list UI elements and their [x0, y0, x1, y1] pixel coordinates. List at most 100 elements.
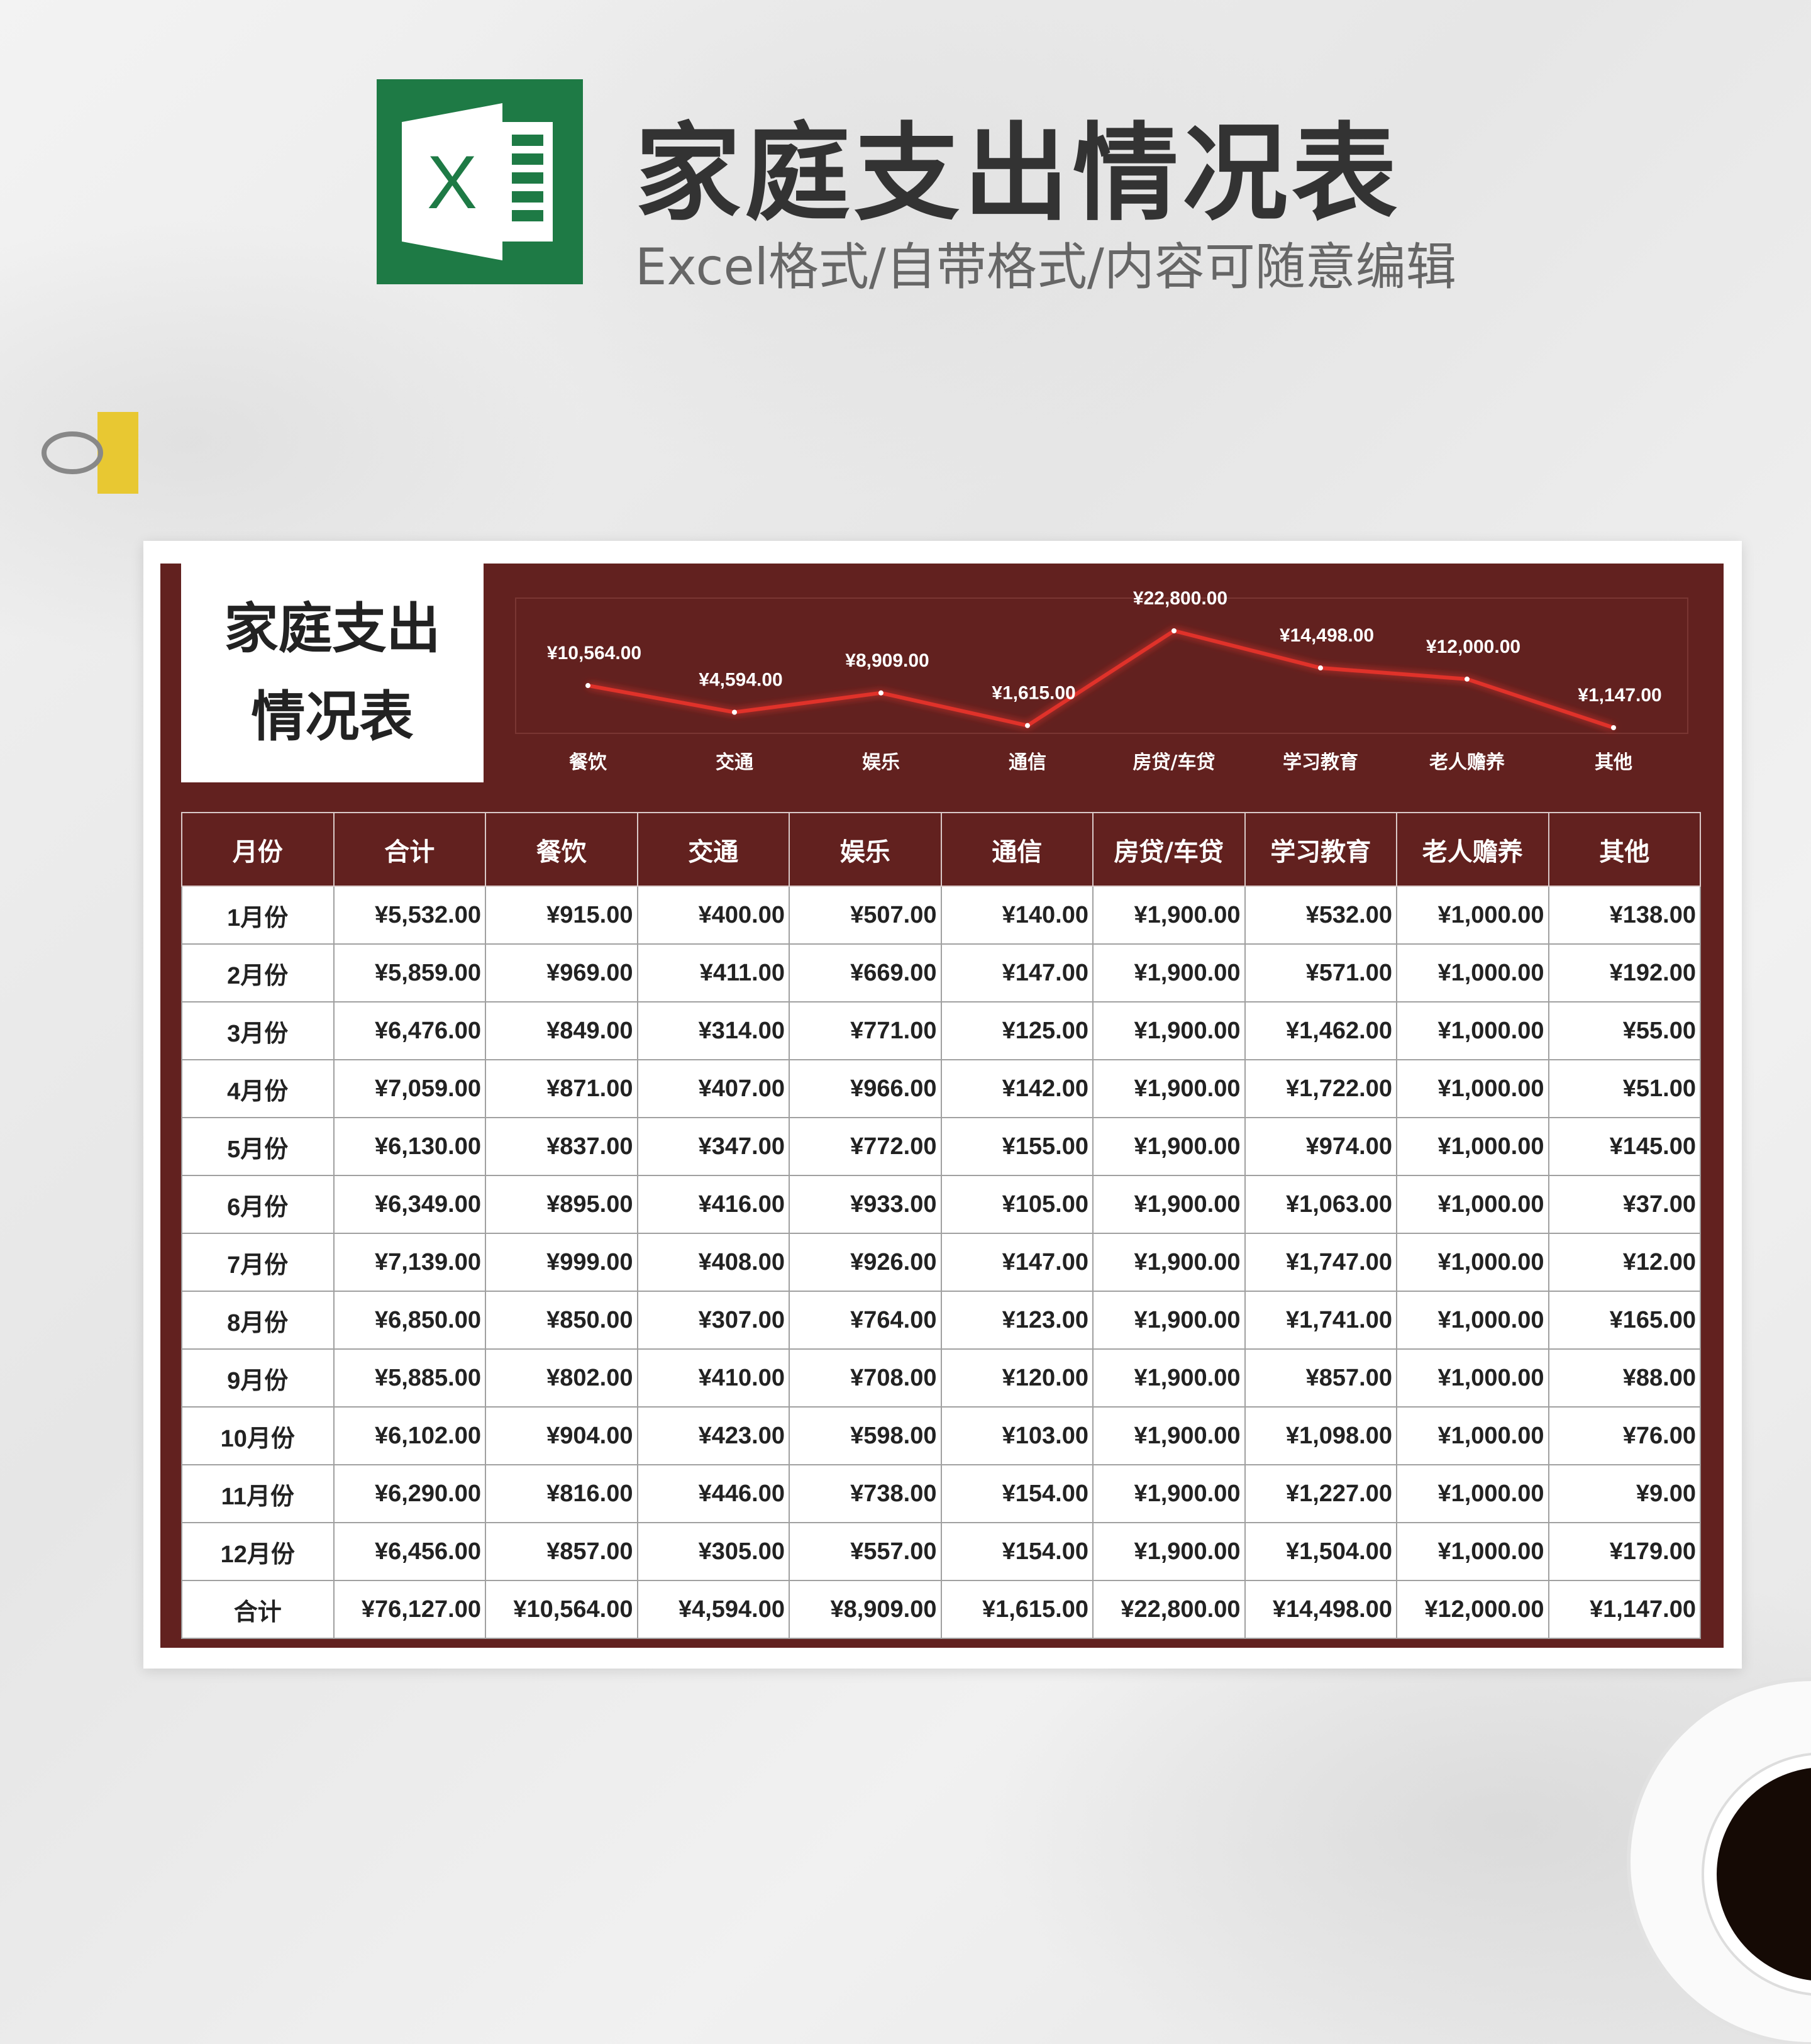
amount-cell[interactable]: ¥802.00 [485, 1348, 638, 1408]
amount-cell[interactable]: ¥1,900.00 [1092, 1522, 1246, 1581]
amount-cell[interactable]: ¥904.00 [485, 1406, 638, 1465]
amount-cell[interactable]: ¥1,000.00 [1396, 1001, 1549, 1060]
amount-cell[interactable]: ¥76.00 [1548, 1406, 1701, 1465]
column-header[interactable]: 学习教育 [1244, 812, 1397, 887]
amount-cell[interactable]: ¥966.00 [789, 1059, 942, 1118]
amount-cell[interactable]: ¥850.00 [485, 1291, 638, 1350]
amount-cell[interactable]: ¥76,127.00 [333, 1580, 486, 1639]
amount-cell[interactable]: ¥154.00 [940, 1522, 1094, 1581]
amount-cell[interactable]: ¥400.00 [636, 886, 790, 945]
amount-cell[interactable]: ¥926.00 [789, 1233, 942, 1292]
amount-cell[interactable]: ¥999.00 [485, 1233, 638, 1292]
amount-cell[interactable]: ¥10,564.00 [485, 1580, 638, 1639]
amount-cell[interactable]: ¥5,859.00 [333, 943, 486, 1003]
amount-cell[interactable]: ¥5,885.00 [333, 1348, 486, 1408]
amount-cell[interactable]: ¥915.00 [485, 886, 638, 945]
amount-cell[interactable]: ¥974.00 [1244, 1117, 1397, 1176]
amount-cell[interactable]: ¥88.00 [1548, 1348, 1701, 1408]
amount-cell[interactable]: ¥708.00 [789, 1348, 942, 1408]
amount-cell[interactable]: ¥849.00 [485, 1001, 638, 1060]
amount-cell[interactable]: ¥105.00 [940, 1175, 1094, 1234]
column-header[interactable]: 餐饮 [485, 812, 638, 887]
amount-cell[interactable]: ¥305.00 [636, 1522, 790, 1581]
amount-cell[interactable]: ¥12.00 [1548, 1233, 1701, 1292]
amount-cell[interactable]: ¥55.00 [1548, 1001, 1701, 1060]
amount-cell[interactable]: ¥557.00 [789, 1522, 942, 1581]
amount-cell[interactable]: ¥411.00 [636, 943, 790, 1003]
amount-cell[interactable]: ¥408.00 [636, 1233, 790, 1292]
column-header[interactable]: 月份 [181, 812, 335, 887]
amount-cell[interactable]: ¥446.00 [636, 1464, 790, 1523]
amount-cell[interactable]: ¥51.00 [1548, 1059, 1701, 1118]
month-cell[interactable]: 6月份 [181, 1175, 335, 1234]
amount-cell[interactable]: ¥423.00 [636, 1406, 790, 1465]
amount-cell[interactable]: ¥1,900.00 [1092, 1175, 1246, 1234]
amount-cell[interactable]: ¥314.00 [636, 1001, 790, 1060]
month-cell[interactable]: 4月份 [181, 1059, 335, 1118]
amount-cell[interactable]: ¥571.00 [1244, 943, 1397, 1003]
amount-cell[interactable]: ¥147.00 [940, 943, 1094, 1003]
month-cell[interactable]: 12月份 [181, 1522, 335, 1581]
amount-cell[interactable]: ¥816.00 [485, 1464, 638, 1523]
amount-cell[interactable]: ¥871.00 [485, 1059, 638, 1118]
amount-cell[interactable]: ¥1,900.00 [1092, 1464, 1246, 1523]
amount-cell[interactable]: ¥1,900.00 [1092, 1348, 1246, 1408]
amount-cell[interactable]: ¥598.00 [789, 1406, 942, 1465]
month-cell[interactable]: 5月份 [181, 1117, 335, 1176]
amount-cell[interactable]: ¥1,000.00 [1396, 1464, 1549, 1523]
amount-cell[interactable]: ¥1,504.00 [1244, 1522, 1397, 1581]
column-header[interactable]: 其他 [1548, 812, 1701, 887]
amount-cell[interactable]: ¥857.00 [485, 1522, 638, 1581]
amount-cell[interactable]: ¥22,800.00 [1092, 1580, 1246, 1639]
amount-cell[interactable]: ¥1,000.00 [1396, 1522, 1549, 1581]
column-header[interactable]: 房贷/车贷 [1092, 812, 1246, 887]
month-cell[interactable]: 9月份 [181, 1348, 335, 1408]
amount-cell[interactable]: ¥1,615.00 [940, 1580, 1094, 1639]
amount-cell[interactable]: ¥192.00 [1548, 943, 1701, 1003]
amount-cell[interactable]: ¥1,000.00 [1396, 1291, 1549, 1350]
amount-cell[interactable]: ¥764.00 [789, 1291, 942, 1350]
amount-cell[interactable]: ¥1,900.00 [1092, 1291, 1246, 1350]
amount-cell[interactable]: ¥1,098.00 [1244, 1406, 1397, 1465]
amount-cell[interactable]: ¥179.00 [1548, 1522, 1701, 1581]
amount-cell[interactable]: ¥6,290.00 [333, 1464, 486, 1523]
amount-cell[interactable]: ¥6,102.00 [333, 1406, 486, 1465]
amount-cell[interactable]: ¥123.00 [940, 1291, 1094, 1350]
amount-cell[interactable]: ¥1,722.00 [1244, 1059, 1397, 1118]
amount-cell[interactable]: ¥1,747.00 [1244, 1233, 1397, 1292]
amount-cell[interactable]: ¥1,462.00 [1244, 1001, 1397, 1060]
amount-cell[interactable]: ¥1,900.00 [1092, 1233, 1246, 1292]
amount-cell[interactable]: ¥1,900.00 [1092, 1406, 1246, 1465]
amount-cell[interactable]: ¥1,900.00 [1092, 943, 1246, 1003]
amount-cell[interactable]: ¥1,000.00 [1396, 886, 1549, 945]
amount-cell[interactable]: ¥142.00 [940, 1059, 1094, 1118]
amount-cell[interactable]: ¥347.00 [636, 1117, 790, 1176]
amount-cell[interactable]: ¥138.00 [1548, 886, 1701, 945]
amount-cell[interactable]: ¥145.00 [1548, 1117, 1701, 1176]
amount-cell[interactable]: ¥6,850.00 [333, 1291, 486, 1350]
amount-cell[interactable]: ¥7,059.00 [333, 1059, 486, 1118]
amount-cell[interactable]: ¥1,227.00 [1244, 1464, 1397, 1523]
amount-cell[interactable]: ¥140.00 [940, 886, 1094, 945]
amount-cell[interactable]: ¥7,139.00 [333, 1233, 486, 1292]
amount-cell[interactable]: ¥407.00 [636, 1059, 790, 1118]
amount-cell[interactable]: ¥772.00 [789, 1117, 942, 1176]
amount-cell[interactable]: ¥895.00 [485, 1175, 638, 1234]
amount-cell[interactable]: ¥771.00 [789, 1001, 942, 1060]
amount-cell[interactable]: ¥307.00 [636, 1291, 790, 1350]
amount-cell[interactable]: ¥5,532.00 [333, 886, 486, 945]
amount-cell[interactable]: ¥1,741.00 [1244, 1291, 1397, 1350]
amount-cell[interactable]: ¥6,130.00 [333, 1117, 486, 1176]
month-cell[interactable]: 合计 [181, 1580, 335, 1639]
amount-cell[interactable]: ¥12,000.00 [1396, 1580, 1549, 1639]
amount-cell[interactable]: ¥837.00 [485, 1117, 638, 1176]
amount-cell[interactable]: ¥103.00 [940, 1406, 1094, 1465]
amount-cell[interactable]: ¥1,900.00 [1092, 1117, 1246, 1176]
amount-cell[interactable]: ¥6,456.00 [333, 1522, 486, 1581]
amount-cell[interactable]: ¥1,000.00 [1396, 1059, 1549, 1118]
amount-cell[interactable]: ¥1,063.00 [1244, 1175, 1397, 1234]
month-cell[interactable]: 3月份 [181, 1001, 335, 1060]
amount-cell[interactable]: ¥9.00 [1548, 1464, 1701, 1523]
amount-cell[interactable]: ¥37.00 [1548, 1175, 1701, 1234]
amount-cell[interactable]: ¥154.00 [940, 1464, 1094, 1523]
